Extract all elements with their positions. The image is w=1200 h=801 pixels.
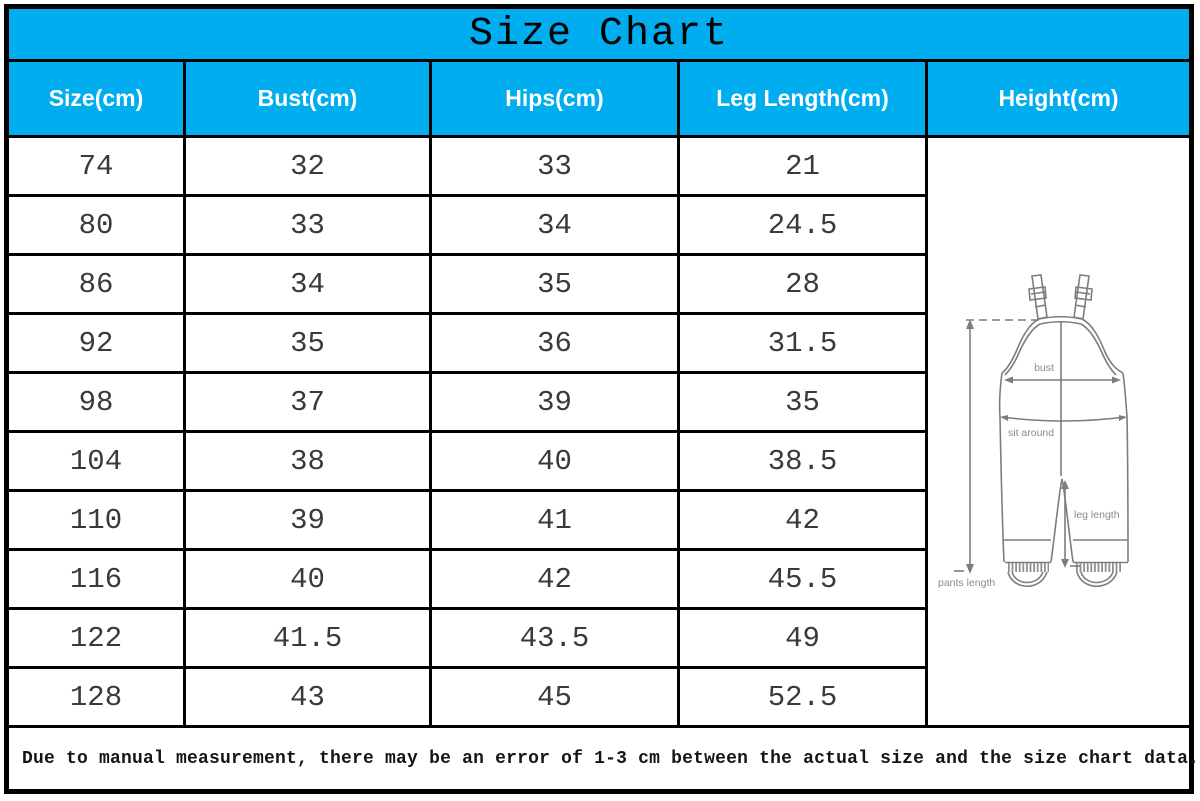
size-value: 86 — [9, 256, 183, 312]
bust-value: 35 — [186, 315, 429, 371]
bust-value: 39 — [186, 492, 429, 548]
column-header-leg-length: Leg Length(cm) — [680, 62, 925, 135]
size-value: 128 — [9, 669, 183, 725]
hips-value: 35 — [432, 256, 677, 312]
page-title: Size Chart — [9, 9, 1189, 59]
size-value: 122 — [9, 610, 183, 666]
leg-length-value: 38.5 — [680, 433, 925, 489]
straps — [1028, 274, 1093, 320]
hips-value: 34 — [432, 197, 677, 253]
size-value: 110 — [9, 492, 183, 548]
height-diagram-cell: pants length — [928, 138, 1189, 725]
measurement-disclaimer: Due to manual measurement, there may be … — [9, 728, 1199, 789]
size-value: 80 — [9, 197, 183, 253]
size-value: 92 — [9, 315, 183, 371]
hips-value: 42 — [432, 551, 677, 607]
leg-length-value: 35 — [680, 374, 925, 430]
overalls-outline — [998, 315, 1129, 587]
bust-value: 32 — [186, 138, 429, 194]
pants-length-label: pants length — [938, 577, 995, 589]
hips-value: 39 — [432, 374, 677, 430]
sit-around-measure — [1000, 415, 1127, 422]
hips-value: 41 — [432, 492, 677, 548]
bust-value: 33 — [186, 197, 429, 253]
leg-length-measure — [1061, 480, 1080, 568]
bust-value: 40 — [186, 551, 429, 607]
leg-length-label: leg length — [1074, 509, 1120, 521]
size-chart-table: Size Chart Size(cm) Bust(cm) Hips(cm) Le… — [4, 4, 1199, 794]
leg-length-value: 45.5 — [680, 551, 925, 607]
size-value: 98 — [9, 374, 183, 430]
leg-length-value: 49 — [680, 610, 925, 666]
hips-value: 45 — [432, 669, 677, 725]
leg-length-value: 42 — [680, 492, 925, 548]
leg-length-value: 52.5 — [680, 669, 925, 725]
bust-value: 37 — [186, 374, 429, 430]
column-header-size: Size(cm) — [9, 62, 183, 135]
overalls-measurement-diagram: pants length — [938, 274, 1129, 589]
size-value: 74 — [9, 138, 183, 194]
bust-value: 34 — [186, 256, 429, 312]
bust-label: bust — [1034, 362, 1054, 374]
hips-value: 40 — [432, 433, 677, 489]
leg-length-value: 31.5 — [680, 315, 925, 371]
bust-value: 43 — [186, 669, 429, 725]
hips-value: 43.5 — [432, 610, 677, 666]
bust-value: 41.5 — [186, 610, 429, 666]
leg-length-value: 28 — [680, 256, 925, 312]
hips-value: 33 — [432, 138, 677, 194]
leg-length-value: 24.5 — [680, 197, 925, 253]
bust-measure — [1004, 376, 1121, 384]
leg-length-value: 21 — [680, 138, 925, 194]
pants-length-measure — [954, 319, 1039, 574]
column-header-height: Height(cm) — [928, 62, 1189, 135]
size-value: 116 — [9, 551, 183, 607]
bust-value: 38 — [186, 433, 429, 489]
column-header-bust: Bust(cm) — [186, 62, 429, 135]
size-value: 104 — [9, 433, 183, 489]
column-header-hips: Hips(cm) — [432, 62, 677, 135]
sit-around-label: sit around — [1008, 427, 1054, 439]
hips-value: 36 — [432, 315, 677, 371]
